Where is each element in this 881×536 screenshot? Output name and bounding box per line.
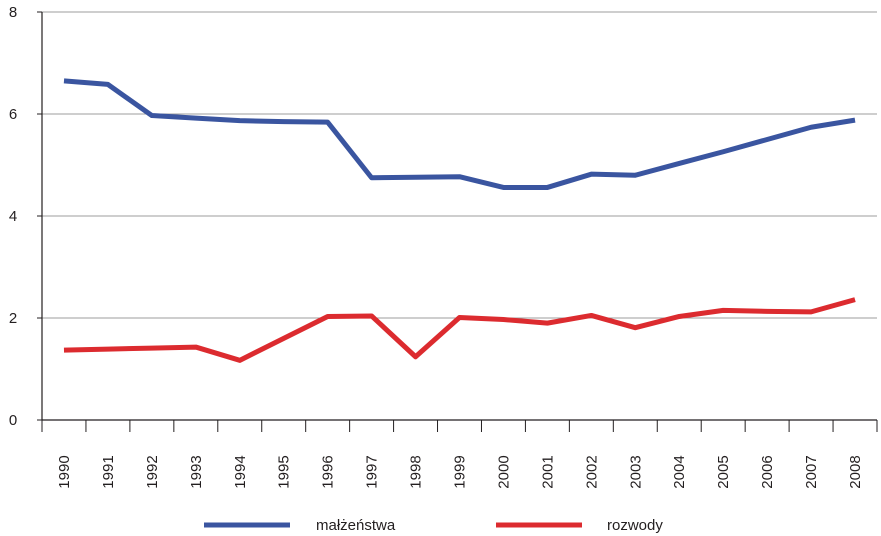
x-tick-label: 2003 <box>627 455 644 488</box>
x-tick-label: 2002 <box>583 455 600 488</box>
x-tick-label: 1997 <box>364 455 381 488</box>
x-tick-label: 2007 <box>803 455 820 488</box>
x-tick-label: 2000 <box>495 455 512 488</box>
y-tick-label: 2 <box>9 310 17 327</box>
legend-label-malzenstwa: małżeństwa <box>316 517 396 534</box>
x-tick-label: 1990 <box>56 455 73 488</box>
y-tick-label: 8 <box>9 4 17 21</box>
legend: małżeństwa rozwody <box>204 517 663 534</box>
x-axis-ticks: 1990 1991 1992 1993 1994 1995 1996 1997 1998 1999… <box>41 420 878 489</box>
x-tick-label: 1994 <box>232 455 249 488</box>
x-tick-label: 2006 <box>759 455 776 488</box>
x-tick-label: 2001 <box>539 455 556 488</box>
y-tick-label: 6 <box>9 106 17 123</box>
x-tick-label: 2005 <box>715 455 732 488</box>
y-tick-label: 0 <box>9 412 17 429</box>
x-tick-label: 1998 <box>408 455 425 488</box>
series-lines <box>63 78 856 363</box>
x-tick-label: 1993 <box>188 455 205 488</box>
series-line-1 <box>63 297 856 363</box>
y-tick-label: 4 <box>9 208 17 225</box>
series-line-0 <box>63 78 856 190</box>
x-tick-label: 2008 <box>847 455 864 488</box>
x-tick-label: 2004 <box>671 455 688 488</box>
gridlines <box>42 11 877 319</box>
x-tick-label: 1991 <box>100 455 117 488</box>
x-tick-label: 1996 <box>320 455 337 488</box>
legend-label-rozwody: rozwody <box>607 517 663 534</box>
x-tick-label: 1999 <box>452 455 469 488</box>
x-tick-label: 1992 <box>144 455 161 488</box>
y-axis-ticks: 0 2 4 6 8 <box>9 4 42 429</box>
x-tick-label: 1995 <box>276 455 293 488</box>
